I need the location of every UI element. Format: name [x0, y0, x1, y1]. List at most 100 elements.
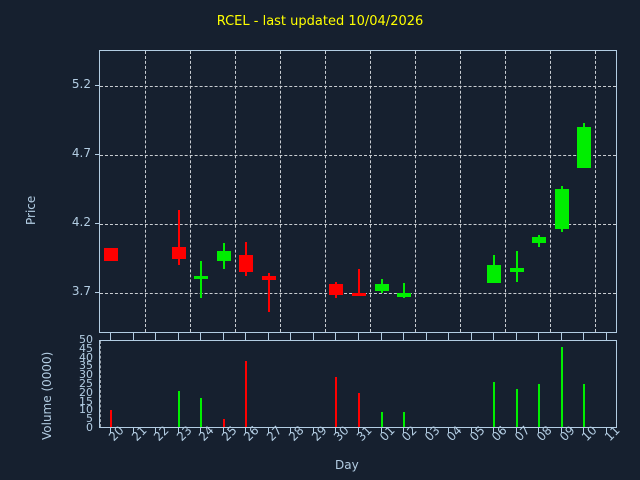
candlestick: [100, 51, 616, 332]
volume-tick-label: 50: [79, 333, 93, 346]
volume-tick-label: 5: [86, 412, 93, 426]
day-gridline: [100, 341, 101, 427]
candle-body: [487, 264, 502, 283]
day-tick-mark: [515, 335, 517, 340]
candlestick: [100, 51, 616, 332]
candlestick: [100, 51, 616, 332]
candle-body: [352, 292, 366, 296]
day-tick-mark: [538, 335, 540, 340]
candle-wick: [177, 209, 180, 265]
day-tick-mark: [222, 428, 224, 433]
candle-wick: [267, 273, 270, 312]
day-tick-mark: [132, 428, 134, 433]
candlestick: [100, 51, 616, 332]
day-tick-mark: [110, 335, 112, 340]
candle-wick: [200, 260, 203, 299]
price-tick-mark: [95, 222, 100, 224]
candle-body: [509, 267, 524, 272]
volume-tick-label: 20: [79, 385, 93, 399]
volume-bar: [560, 346, 563, 427]
price-tick-mark: [95, 84, 100, 86]
volume-tick-label: 30: [79, 368, 93, 382]
volume-tick-label: 45: [79, 341, 93, 355]
candlestick: [100, 51, 616, 332]
day-tick-mark: [470, 335, 472, 340]
day-tick-mark: [312, 428, 314, 433]
day-tick-mark: [177, 335, 179, 340]
candlestick: [100, 51, 616, 332]
candle-wick: [403, 282, 406, 299]
volume-tick-label: 10: [79, 403, 93, 417]
day-gridline: [100, 427, 101, 428]
chart-title: RCEL - last updated 10/04/2026: [216, 14, 424, 29]
candle-body: [239, 255, 254, 272]
candlestick: [100, 51, 616, 332]
day-tick-mark: [335, 335, 337, 340]
day-tick-mark: [560, 428, 562, 433]
candlestick: [100, 51, 616, 332]
price-tick-label: 5.2: [71, 76, 91, 91]
day-tick-mark: [538, 428, 540, 433]
day-tick-mark: [267, 428, 269, 433]
day-tick-mark: [132, 335, 134, 340]
day-tick-mark: [110, 428, 112, 433]
day-tick-mark: [335, 428, 337, 433]
day-tick-mark: [267, 335, 269, 340]
day-tick-mark: [200, 428, 202, 433]
volume-bar: [515, 389, 518, 427]
volume-bar: [493, 382, 496, 427]
volume-bar: [538, 383, 541, 427]
volume-axis-title: Volume (0000): [40, 351, 54, 440]
day-tick-mark: [245, 335, 247, 340]
day-tick-mark: [448, 428, 450, 433]
candlestick: [100, 51, 616, 332]
day-tick-mark: [380, 335, 382, 340]
candle-body: [194, 276, 209, 280]
volume-tick-label: 15: [79, 394, 93, 408]
candlestick: [100, 51, 616, 332]
volume-tick-label: 35: [79, 359, 93, 373]
candle-body: [104, 248, 119, 261]
day-tick-mark: [290, 428, 292, 433]
volume-plot-area: [99, 340, 617, 428]
candle-body: [171, 247, 186, 260]
day-tick-mark: [605, 428, 607, 433]
price-tick-mark: [95, 153, 100, 155]
day-tick-mark: [515, 428, 517, 433]
volume-bar: [200, 397, 203, 427]
price-axis-title: Price: [24, 195, 38, 225]
day-axis-title: Day: [335, 458, 359, 472]
volume-tick-label: 25: [79, 377, 93, 390]
day-tick-mark: [583, 428, 585, 433]
price-tick-label: 3.7: [71, 283, 91, 298]
price-tick-mark: [95, 291, 100, 293]
candle-wick: [358, 269, 360, 294]
price-plot-area: [99, 50, 617, 333]
day-tick-mark: [425, 428, 427, 433]
day-tick-mark: [605, 335, 607, 340]
volume-tick-label: 0: [86, 421, 93, 434]
candle-body: [554, 189, 569, 230]
candle-body: [532, 237, 547, 243]
candle-body: [329, 284, 344, 296]
candle-wick: [515, 251, 518, 282]
day-tick-mark: [290, 335, 292, 340]
day-tick-mark: [245, 428, 247, 433]
day-tick-mark: [493, 335, 495, 340]
day-tick-mark: [403, 335, 405, 340]
candlestick: [100, 51, 616, 332]
day-tick-mark: [155, 335, 157, 340]
candle-body: [577, 126, 592, 169]
day-tick-mark: [403, 428, 405, 433]
day-tick-mark: [358, 335, 359, 340]
day-tick-mark: [493, 428, 495, 433]
candlestick: [100, 51, 616, 332]
day-tick-mark: [155, 428, 157, 433]
candlestick: [100, 51, 616, 332]
day-tick-mark: [200, 335, 202, 340]
candle-body: [216, 251, 231, 261]
candlestick: [100, 51, 616, 332]
volume-tick-label: 40: [79, 350, 93, 364]
day-tick-mark: [470, 428, 472, 433]
volume-bar: [335, 376, 338, 427]
